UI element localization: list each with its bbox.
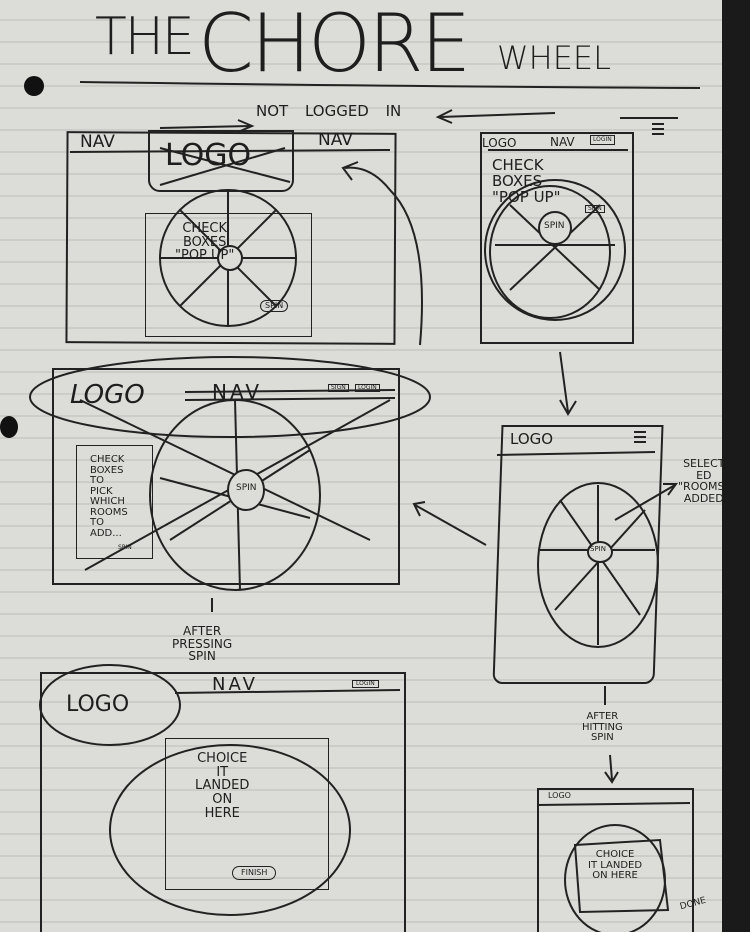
mock4-arrow <box>412 501 487 546</box>
mock3-checkbox-panel <box>76 445 153 559</box>
mock4-logo: LOGO <box>510 430 554 448</box>
mock1-logo: LOGO <box>165 138 252 173</box>
mock2-arrow-down <box>559 351 577 416</box>
title-underline <box>79 81 701 89</box>
mock4-nav-divider <box>496 451 656 456</box>
mock3-logo-oval <box>29 356 431 438</box>
mock2-nav[interactable]: NAV <box>550 135 575 149</box>
selected-arrow <box>614 483 678 521</box>
mock2-wheel <box>484 179 626 321</box>
mock3-frame <box>52 368 400 585</box>
mock4-wheel-hub <box>587 541 613 563</box>
mock6-frame <box>537 788 694 932</box>
mock2-spin[interactable]: SPIN <box>544 221 565 231</box>
mock1-arrow <box>341 161 423 346</box>
mock3-logo: LOGO <box>70 380 145 410</box>
sketch-drawing <box>29 81 701 932</box>
mock3-panel-text: CHECK BOXES TO PICK WHICH ROOMS TO ADD..… <box>90 454 128 539</box>
mock4-frame <box>492 425 664 684</box>
mock6-panel <box>573 838 670 914</box>
mock3-spin-small[interactable]: SPIN <box>118 544 132 551</box>
after-hitting-arrow <box>604 754 619 784</box>
mock1-nav-left[interactable]: NAV <box>80 132 115 152</box>
sketch-paper: THE CHORE WHEEL NOT LOGGED IN NAV LOGO N… <box>0 0 722 932</box>
mock1-logo-cross <box>159 147 291 186</box>
mock3-spin[interactable]: SPIN <box>236 483 257 493</box>
mock6-logo: LOGO <box>548 791 571 800</box>
mock4-spin[interactable]: SPIN <box>590 545 606 553</box>
mock2-logo: LOGO <box>482 136 517 150</box>
mock1-wheel-hub <box>217 245 243 271</box>
mock5-login[interactable]: LOGIN <box>352 680 379 689</box>
title-the: THE <box>95 7 195 67</box>
mock5-wheel <box>109 744 351 916</box>
annotation-selected: SELECT ED "ROOMS" ADDED <box>678 457 722 505</box>
mock2-hamburger-icon <box>652 123 664 135</box>
title-chore: CHORE <box>198 0 471 90</box>
mock1-nav-divider <box>69 149 391 153</box>
mock1-spin-button[interactable]: SPIN <box>260 300 289 313</box>
mock5-nav-divider <box>174 689 401 694</box>
mock3-login[interactable]: LOGIN <box>355 384 380 393</box>
mock5-frame <box>40 672 406 932</box>
mock5-nav[interactable]: NAV <box>212 674 258 695</box>
mock3-sign[interactable]: SIGN <box>328 384 349 393</box>
mock5-logo: LOGO <box>66 692 130 717</box>
mock2-wheel-hub <box>538 211 572 245</box>
subtitle-arrow-right <box>435 109 556 124</box>
mock3-nav[interactable]: NAV <box>212 380 263 404</box>
mock6-nav-divider <box>536 802 691 806</box>
mock2-frame <box>480 132 634 344</box>
mock1-nav-right[interactable]: NAV <box>318 130 353 150</box>
annotation-after-pressing: AFTER PRESSING SPIN <box>172 624 233 664</box>
mock4-wheel <box>537 482 659 648</box>
punch-hole <box>0 416 18 438</box>
mock3-wheel-hub <box>227 469 265 511</box>
punch-hole <box>24 76 44 96</box>
mock5-choice: CHOICE IT LANDED ON HERE <box>195 751 250 821</box>
mock2-note: CHECK BOXES "POP UP" <box>492 156 561 206</box>
subtitle: NOT LOGGED IN <box>256 102 402 120</box>
mock1-logo-box <box>148 130 294 192</box>
mock5-finish-button[interactable]: FINISH <box>232 866 277 881</box>
mock4-hamburger-icon <box>634 431 646 443</box>
mock5-result-panel <box>165 738 329 890</box>
ruled-lines <box>0 19 722 923</box>
mock1-wheel-note: CHECK BOXES "POP UP" <box>175 221 235 264</box>
mock2-spin-small[interactable]: SPIN <box>585 205 605 214</box>
title-wheel: WHEEL <box>497 39 611 77</box>
mock6-choice: CHOICE IT LANDED ON HERE <box>588 849 643 881</box>
mock1-wheel-panel <box>145 213 312 337</box>
annotation-after-hitting: AFTER HITTING SPIN <box>582 711 623 743</box>
mock3-nav-divider <box>184 389 396 401</box>
mock2-login[interactable]: LOGIN <box>590 135 615 146</box>
